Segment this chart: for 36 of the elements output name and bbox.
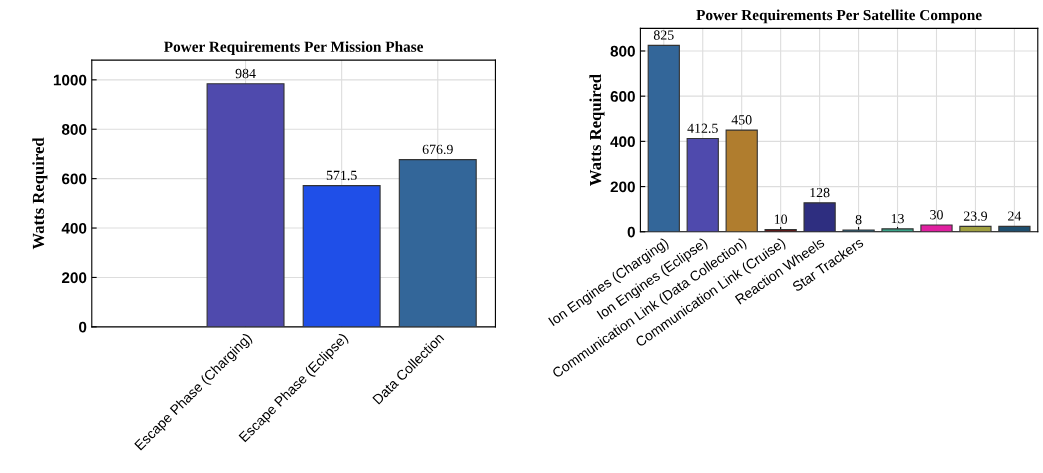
- bar: [725, 129, 758, 232]
- chart-title: Power Requirements Per Satellite Compone: [696, 9, 982, 24]
- data-label: 984: [235, 68, 256, 79]
- y-tick-label: 0: [627, 226, 635, 238]
- data-label: 23.9: [963, 211, 988, 221]
- data-label: 450: [731, 115, 752, 125]
- y-axis-title: Watts Required: [589, 74, 605, 186]
- data-label: 24: [1008, 211, 1022, 221]
- data-label: 825: [653, 30, 674, 40]
- y-tick-label: 800: [610, 45, 635, 57]
- y-tick-label: 200: [61, 272, 87, 284]
- y-tick-label: 600: [61, 173, 87, 185]
- bar: [920, 224, 953, 232]
- data-label: 10: [774, 214, 788, 224]
- data-label: 676.9: [422, 144, 453, 155]
- bar: [803, 202, 836, 232]
- bar: [206, 83, 285, 327]
- data-label: 571.5: [326, 170, 357, 181]
- bar: [398, 159, 477, 327]
- y-tick-label: 1000: [53, 74, 87, 86]
- y-tick-label: 600: [610, 91, 635, 102]
- y-tick-label: 0: [79, 321, 87, 333]
- data-label: 30: [930, 210, 943, 220]
- data-label: 13: [891, 213, 904, 224]
- y-axis-title: Watts Required: [32, 137, 48, 250]
- data-label: 128: [810, 187, 830, 198]
- bar: [302, 185, 381, 327]
- data-label: 8: [855, 214, 862, 225]
- y-tick-label: 800: [61, 124, 87, 135]
- bar: [647, 44, 680, 232]
- data-label: 412.5: [687, 123, 718, 134]
- y-tick-label: 200: [610, 181, 635, 193]
- y-tick-label: 400: [610, 136, 635, 148]
- chart-title: Power Requirements Per Mission Phase: [164, 41, 424, 55]
- y-tick-label: 400: [61, 222, 87, 234]
- bar: [686, 137, 719, 232]
